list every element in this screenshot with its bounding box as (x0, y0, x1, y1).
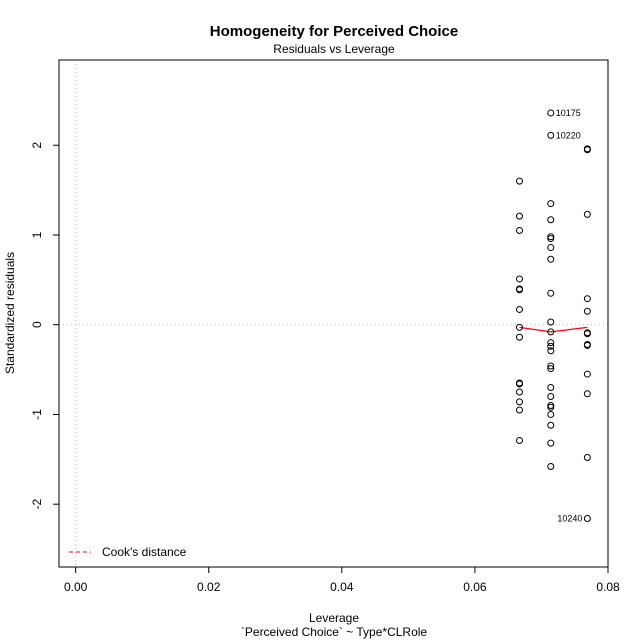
data-point (547, 403, 555, 411)
data-point (515, 323, 523, 331)
data-point (547, 362, 555, 370)
data-point (515, 305, 523, 313)
data-point (583, 390, 591, 398)
data-point (547, 244, 555, 252)
point-label: 10240 (557, 514, 582, 524)
x-tick-label: 0.04 (330, 580, 354, 594)
data-point (515, 333, 523, 341)
legend: Cook's distance (69, 545, 187, 559)
x-axis-label: Leverage (309, 611, 359, 625)
data-point (547, 216, 555, 224)
y-tick-label: 2 (30, 142, 44, 149)
x-axis: 0.00 0.02 0.04 0.06 0.08 (64, 566, 620, 594)
y-tick-label: 1 (30, 231, 44, 238)
data-point (547, 421, 555, 429)
data-point (583, 307, 591, 315)
data-point (583, 146, 591, 154)
data-point (515, 436, 523, 444)
data-point (583, 295, 591, 303)
y-tick-label: -2 (30, 499, 44, 510)
data-point (583, 210, 591, 218)
data-point (583, 370, 591, 378)
data-point (583, 341, 591, 349)
data-point (547, 347, 555, 355)
data-point (515, 212, 523, 220)
point-label: 10175 (556, 108, 581, 118)
data-point (547, 365, 555, 373)
data-point (547, 235, 555, 243)
x-tick-label: 0.08 (596, 580, 620, 594)
data-point (547, 200, 555, 208)
chart-subtitle: Residuals vs Leverage (273, 42, 395, 56)
data-point (547, 339, 555, 347)
smooth-line (519, 326, 588, 333)
reference-lines (59, 60, 608, 567)
data-point (547, 384, 555, 392)
data-point (547, 289, 555, 297)
data-point (547, 255, 555, 263)
data-point (547, 410, 555, 418)
data-point (515, 406, 523, 414)
data-point (547, 439, 555, 447)
y-tick-label: -1 (30, 409, 44, 420)
data-point (515, 275, 523, 283)
data-point (547, 131, 555, 139)
smooth-line-layer (519, 326, 588, 333)
data-point (547, 318, 555, 326)
data-point (515, 380, 523, 388)
data-point (547, 328, 555, 336)
y-tick-label: 0 (30, 321, 44, 328)
data-point (515, 398, 523, 406)
y-axis: -2 -1 0 1 2 (30, 142, 60, 510)
data-point (515, 177, 523, 185)
x-tick-label: 0.00 (64, 580, 88, 594)
data-point (547, 393, 555, 401)
data-point (547, 462, 555, 470)
y-axis-label: Standardized residuals (3, 252, 17, 374)
x-tick-label: 0.02 (197, 580, 221, 594)
data-point (515, 286, 523, 294)
point-label: 10220 (556, 130, 581, 140)
plot-frame (58, 59, 609, 568)
points-layer (515, 109, 591, 523)
data-point (547, 109, 555, 117)
x-axis-formula-label: `Perceived Choice` ~ Type*CLRole (241, 625, 428, 639)
data-point (583, 330, 591, 338)
legend-cooks-label: Cook's distance (102, 545, 187, 559)
chart-title: Homogeneity for Perceived Choice (210, 23, 458, 40)
data-point (583, 515, 591, 523)
data-point (583, 454, 591, 462)
data-point (515, 226, 523, 234)
data-point (515, 388, 523, 396)
x-tick-label: 0.06 (463, 580, 487, 594)
point-labels-layer: 10175 10220 10240 (556, 108, 583, 524)
data-point (547, 342, 555, 350)
